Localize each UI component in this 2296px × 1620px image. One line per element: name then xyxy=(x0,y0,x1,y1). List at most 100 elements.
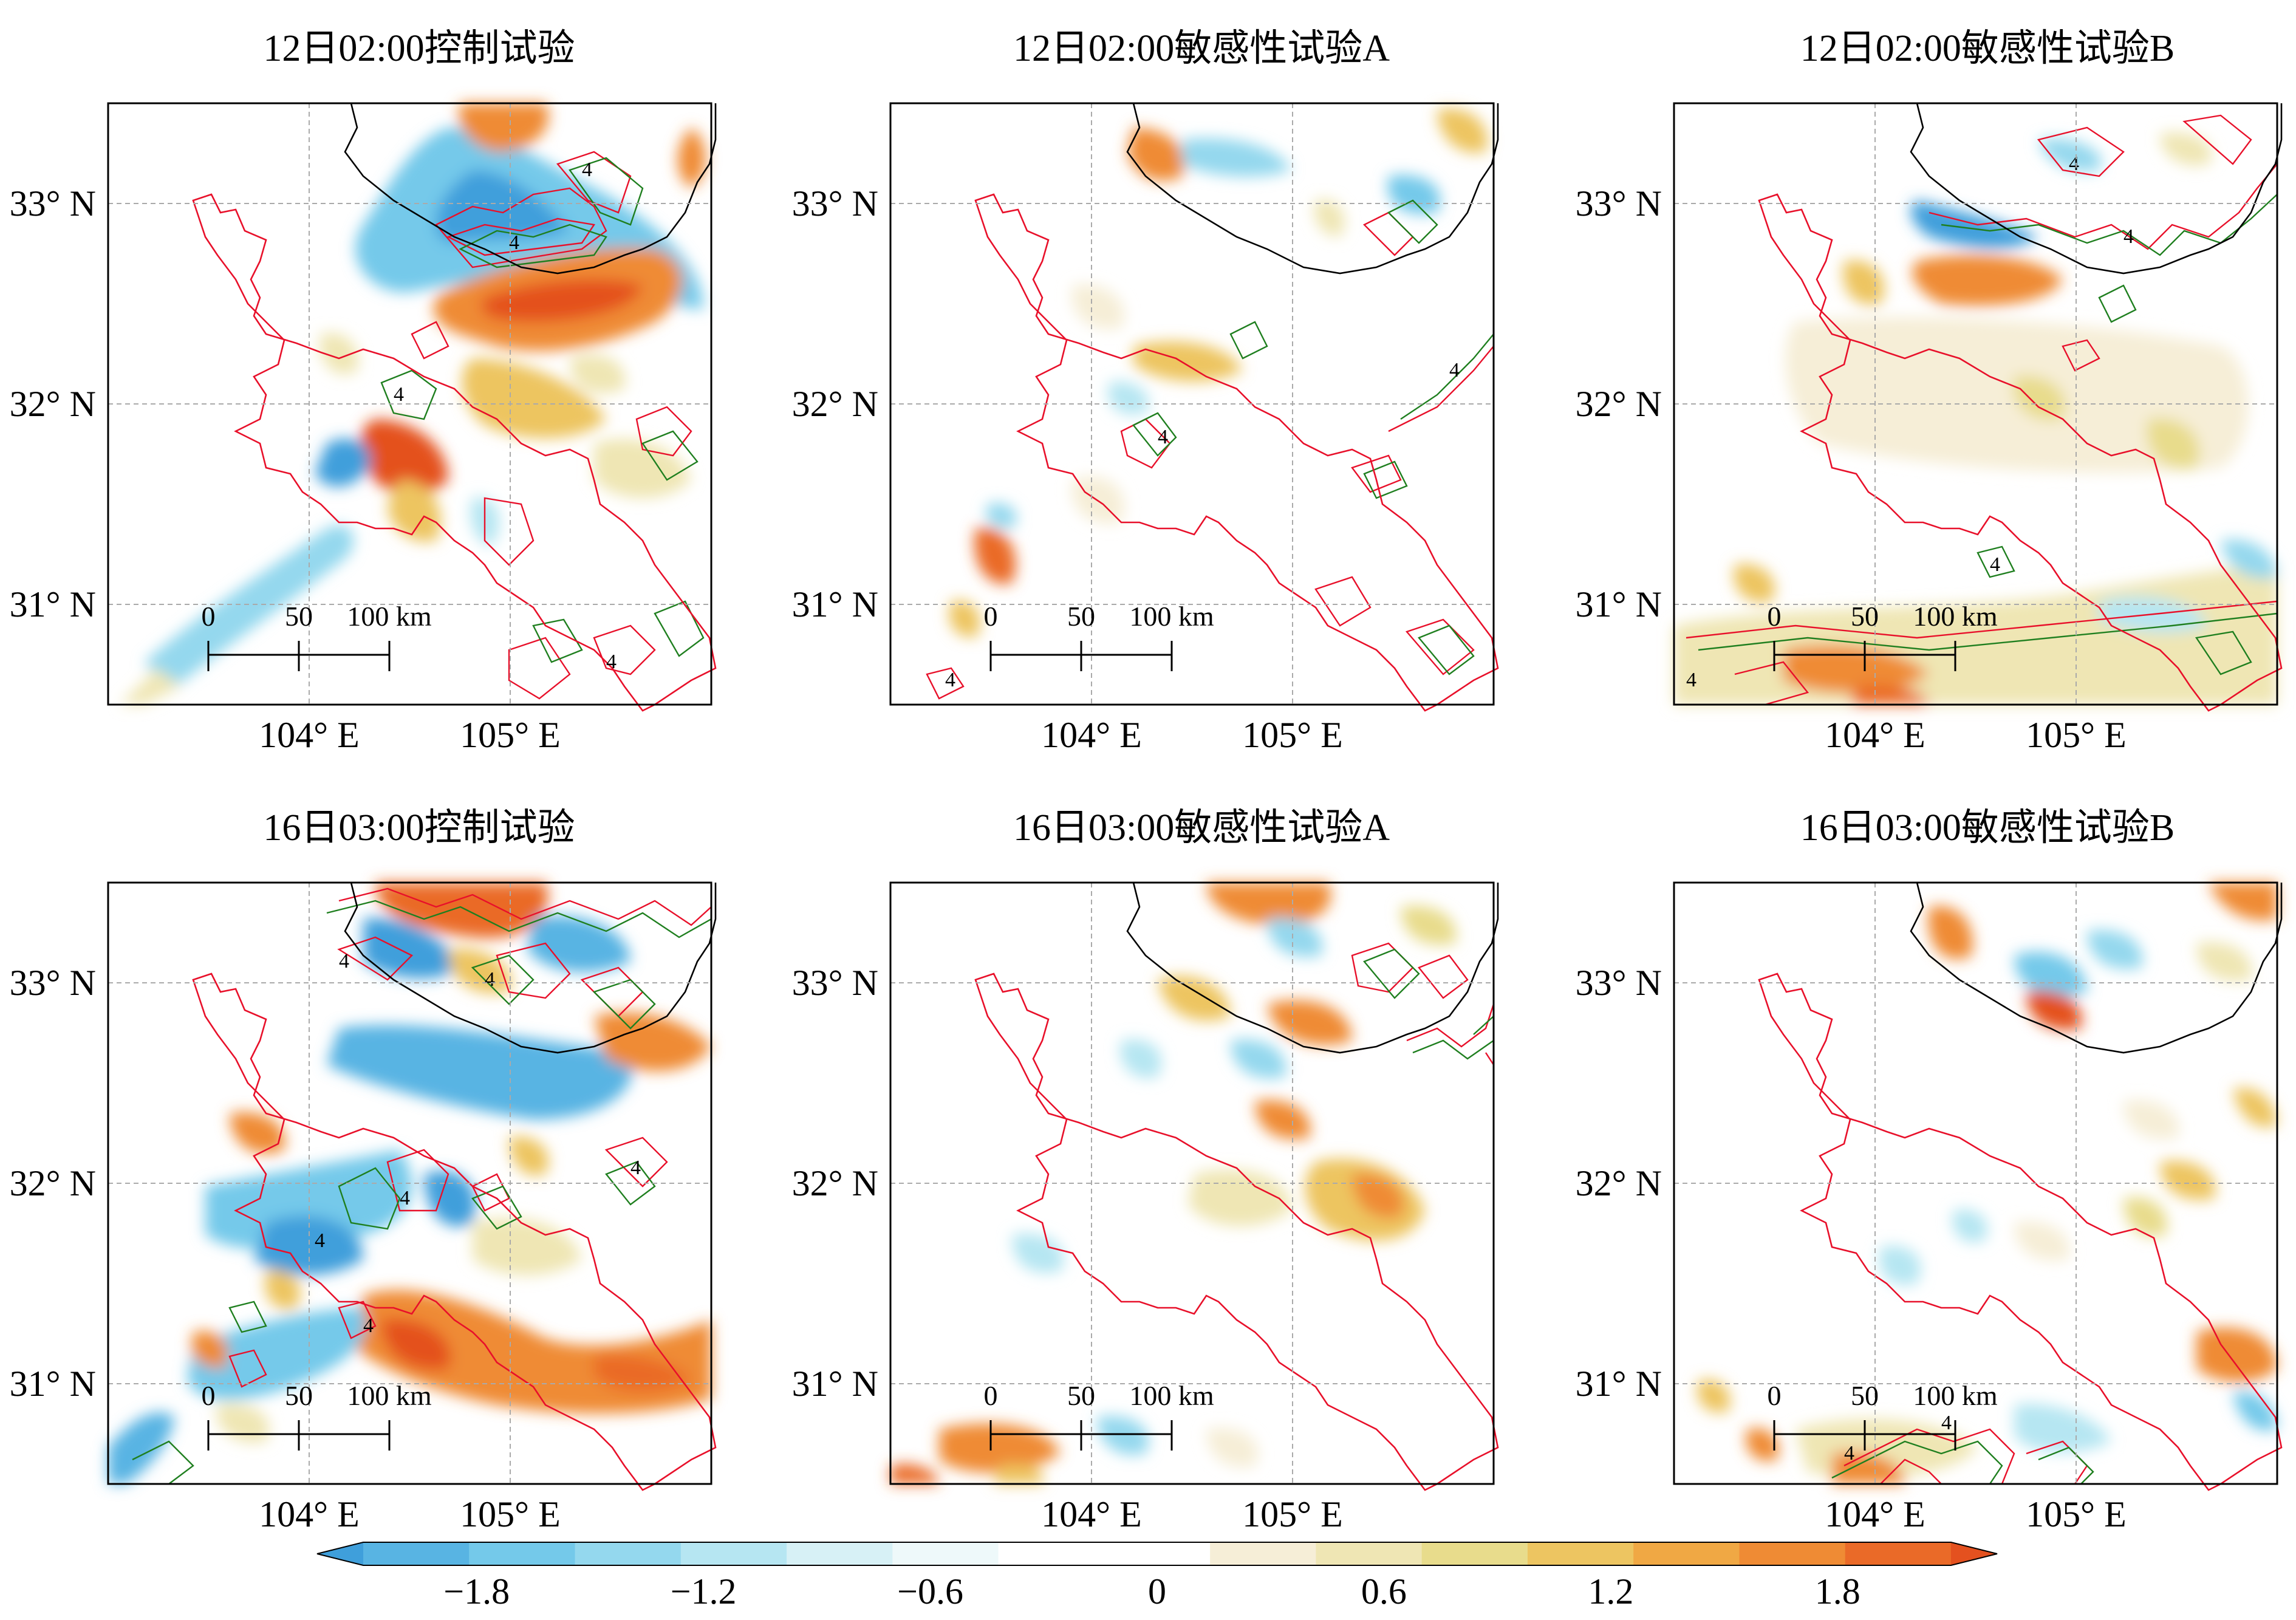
lat-tick-label: 32° N xyxy=(792,384,878,424)
lon-tick-label: 104° E xyxy=(259,715,360,755)
lat-tick-label: 32° N xyxy=(1576,1163,1662,1203)
lon-tick-label: 105° E xyxy=(1242,1494,1343,1534)
panel-title: 16日03:00敏感性试验A xyxy=(1013,807,1390,849)
svg-text:4: 4 xyxy=(630,1157,641,1179)
colorbar-tick-label: −1.2 xyxy=(671,1571,737,1611)
lat-tick-label: 33° N xyxy=(1576,963,1662,1003)
contour-green xyxy=(380,157,705,663)
panel-title: 12日02:00控制试验 xyxy=(263,28,575,69)
colorbar-tick-label: 0 xyxy=(1148,1571,1166,1611)
map-panel-3: 4 4 4 4 0 50 100 km 33° N 32° N 31° N 10… xyxy=(1576,102,2283,755)
scale-label: 50 xyxy=(1067,601,1095,632)
colorbar-cell xyxy=(1421,1542,1528,1565)
lat-tick-label: 32° N xyxy=(10,1163,96,1203)
colorbar-cell xyxy=(575,1542,682,1565)
lat-tick-label: 31° N xyxy=(792,1364,878,1404)
contour-labels: 4 4 xyxy=(1844,1412,1952,1464)
svg-text:4: 4 xyxy=(1158,426,1168,448)
anomaly-field xyxy=(890,883,1457,1484)
panel-title: 12日02:00敏感性试验A xyxy=(1013,28,1390,69)
svg-text:4: 4 xyxy=(606,651,617,673)
contour-red xyxy=(1686,114,2278,706)
colorbar-tick-label: 0.6 xyxy=(1361,1571,1407,1611)
svg-text:4: 4 xyxy=(2069,152,2079,175)
contour-labels: 4 4 4 4 xyxy=(394,159,617,673)
lon-tick-label: 104° E xyxy=(1041,715,1142,755)
lat-tick-label: 33° N xyxy=(10,183,96,224)
colorbar-tick-label: −1.8 xyxy=(443,1571,510,1611)
contour-green xyxy=(1363,948,1494,1060)
panel-title: 16日03:00敏感性试验B xyxy=(1800,807,2175,849)
svg-text:4: 4 xyxy=(363,1314,374,1337)
lon-tick-label: 105° E xyxy=(2026,715,2127,755)
colorbar-cells xyxy=(363,1542,1952,1565)
lat-tick-label: 31° N xyxy=(792,584,878,624)
svg-text:4: 4 xyxy=(1941,1412,1952,1434)
scale-label: 50 xyxy=(1851,1380,1879,1411)
colorbar-cell xyxy=(1104,1542,1211,1565)
lon-tick-label: 104° E xyxy=(1825,715,1925,755)
gridlines xyxy=(1674,103,2277,705)
colorbar-extend-left xyxy=(317,1542,363,1565)
svg-text:4: 4 xyxy=(394,383,404,406)
scale-label: 0 xyxy=(202,1380,216,1411)
colorbar-cell xyxy=(787,1542,893,1565)
lat-tick-label: 32° N xyxy=(792,1163,878,1203)
scale-bar xyxy=(1773,1420,1956,1451)
gridlines xyxy=(108,103,711,705)
contour-red xyxy=(411,151,692,700)
gridlines xyxy=(890,883,1494,1484)
svg-text:4: 4 xyxy=(1844,1442,1854,1464)
contour-green xyxy=(1132,199,1494,675)
svg-text:4: 4 xyxy=(485,968,495,991)
scale-bar xyxy=(989,1420,1173,1451)
lon-tick-label: 105° E xyxy=(1242,715,1343,755)
lon-tick-label: 105° E xyxy=(2026,1494,2127,1534)
lon-tick-label: 104° E xyxy=(1825,1494,1925,1534)
scale-label: 0 xyxy=(1768,601,1782,632)
lon-tick-label: 104° E xyxy=(1041,1494,1142,1534)
anomaly-field xyxy=(1674,132,2277,705)
svg-text:4: 4 xyxy=(1449,359,1460,381)
panel-title: 12日02:00敏感性试验B xyxy=(1800,28,2175,69)
scale-label: 50 xyxy=(1851,601,1879,632)
lon-tick-label: 105° E xyxy=(460,1494,561,1534)
lat-tick-label: 31° N xyxy=(10,1364,96,1404)
scale-label: 0 xyxy=(984,1380,998,1411)
colorbar-tick-label: −0.6 xyxy=(897,1571,963,1611)
svg-text:4: 4 xyxy=(339,950,349,972)
contour-green xyxy=(1698,194,2278,675)
contour-labels: 4 4 4 xyxy=(945,359,1460,691)
scale-label: 0 xyxy=(984,601,998,632)
scale-label: 50 xyxy=(1067,1380,1095,1411)
scale-label: 100 km xyxy=(1129,601,1214,632)
contour-green xyxy=(132,900,712,1485)
scale-bar xyxy=(207,641,391,671)
scale-label: 0 xyxy=(202,601,216,632)
scale-label: 100 km xyxy=(1129,1380,1214,1411)
gridlines xyxy=(108,883,711,1484)
map-panel-2: 4 4 4 0 50 100 km 33° N 32° N 31° N 104°… xyxy=(792,102,1499,755)
scale-label: 0 xyxy=(1768,1380,1782,1411)
scale-bar xyxy=(207,1420,391,1451)
colorbar-tick-label: 1.2 xyxy=(1588,1571,1633,1611)
lat-tick-label: 33° N xyxy=(792,963,878,1003)
colorbar-cell xyxy=(1527,1542,1634,1565)
colorbar-tick-label: 1.8 xyxy=(1815,1571,1860,1611)
contour-green xyxy=(1831,1440,2094,1485)
colorbar-cell xyxy=(680,1542,787,1565)
svg-text:4: 4 xyxy=(945,669,955,691)
colorbar-cell xyxy=(1210,1542,1316,1565)
map-panel-5: 0 50 100 km 33° N 32° N 31° N 104° E 105… xyxy=(792,881,1499,1534)
gridlines xyxy=(890,103,1494,705)
lat-tick-label: 31° N xyxy=(1576,1364,1662,1404)
colorbar-cell xyxy=(363,1542,470,1565)
map-panel-1: 4 4 4 4 0 50 100 km 33° N 32° N 31° N 10… xyxy=(10,102,717,755)
lat-tick-label: 31° N xyxy=(1576,584,1662,624)
colorbar-cell xyxy=(469,1542,576,1565)
panel-title: 16日03:00控制试验 xyxy=(263,807,575,849)
svg-text:4: 4 xyxy=(1990,553,2000,576)
gridlines xyxy=(1674,883,2277,1484)
colorbar-cell xyxy=(1316,1542,1423,1565)
